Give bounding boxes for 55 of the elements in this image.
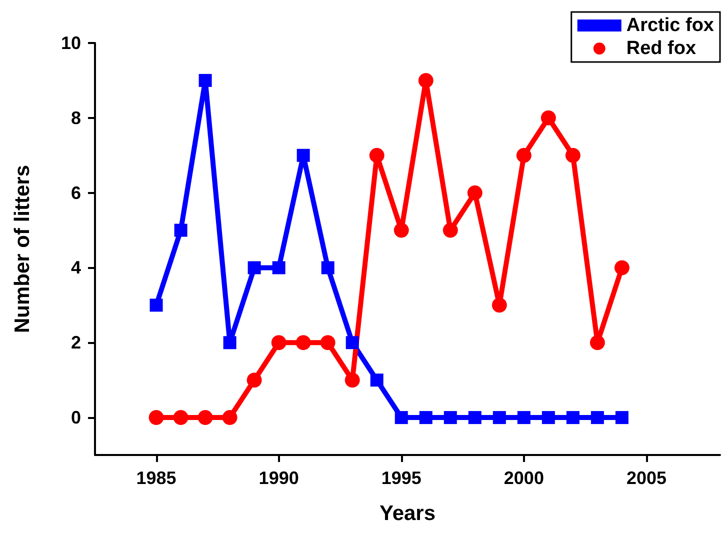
- point: [394, 411, 408, 424]
- y-tick-label: 0: [70, 408, 81, 428]
- point: [370, 374, 384, 387]
- point: [321, 261, 334, 274]
- point: [271, 335, 286, 350]
- x-tick-label: 2005: [626, 468, 666, 488]
- point: [320, 335, 336, 350]
- legend-label: Arctic fox: [626, 15, 714, 36]
- x-tick-label: 1985: [136, 468, 176, 488]
- point: [198, 74, 212, 87]
- point: [542, 411, 555, 424]
- point: [173, 410, 188, 426]
- y-tick-label: 8: [70, 108, 81, 128]
- point: [614, 260, 630, 276]
- x-axis-title: Years: [379, 502, 436, 525]
- point: [296, 335, 311, 350]
- point: [394, 222, 409, 238]
- point: [516, 148, 532, 163]
- x-tick-label: 2000: [504, 468, 544, 488]
- point: [222, 410, 238, 426]
- x-tick-label: 1990: [258, 468, 299, 488]
- point: [248, 261, 261, 274]
- point: [565, 148, 580, 163]
- x-tick-label: 1995: [381, 468, 422, 488]
- point: [442, 222, 458, 238]
- point: [590, 411, 604, 424]
- point: [492, 298, 507, 313]
- point: [444, 411, 457, 424]
- point: [150, 298, 163, 312]
- point: [615, 411, 628, 424]
- point: [468, 411, 482, 424]
- point: [492, 411, 506, 424]
- point: [272, 261, 286, 274]
- point: [198, 410, 213, 426]
- point: [148, 410, 164, 426]
- point: [566, 411, 580, 424]
- point: [418, 72, 434, 88]
- point: [369, 148, 384, 163]
- y-tick-label: 6: [70, 182, 81, 203]
- point: [419, 411, 432, 424]
- y-tick-label: 2: [70, 332, 81, 353]
- point: [296, 148, 310, 162]
- y-axis-title: Number of litters: [11, 164, 34, 334]
- y-tick-label: 4: [70, 258, 81, 278]
- point: [517, 411, 530, 424]
- point: [346, 336, 359, 350]
- point: [246, 372, 262, 388]
- point: [467, 185, 482, 200]
- point: [174, 224, 188, 237]
- point: [223, 336, 236, 350]
- point: [344, 372, 360, 388]
- point: [590, 335, 605, 350]
- y-tick-label: 10: [60, 33, 81, 53]
- legend-label: Red fox: [626, 38, 696, 59]
- point: [540, 110, 556, 126]
